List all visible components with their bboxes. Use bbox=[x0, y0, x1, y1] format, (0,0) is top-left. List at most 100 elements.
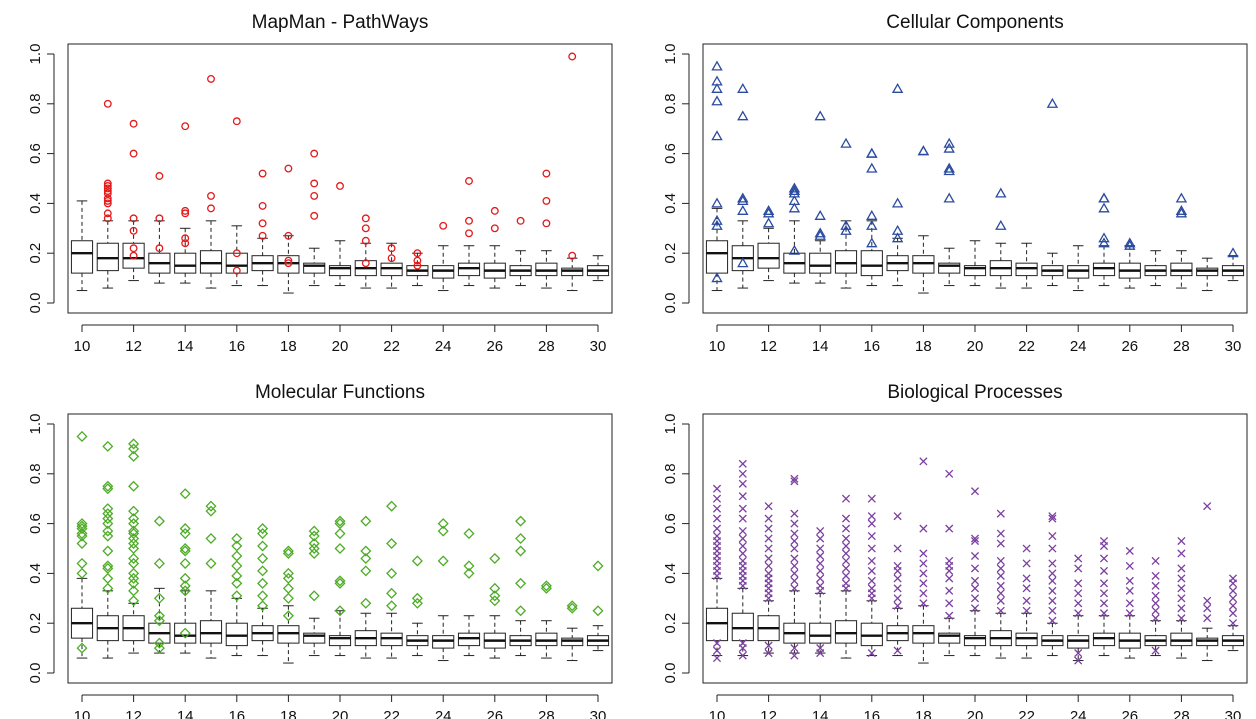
outlier-point bbox=[893, 594, 902, 603]
box-iqr bbox=[809, 252, 832, 274]
y-tick-label: 0.4 bbox=[662, 193, 679, 214]
box-iqr bbox=[705, 240, 729, 274]
outlier-point bbox=[516, 216, 525, 225]
outlier-point bbox=[1125, 599, 1134, 608]
outlier-point bbox=[712, 531, 722, 541]
outlier-point bbox=[360, 597, 372, 609]
outlier-point bbox=[1074, 656, 1083, 665]
chart-panel: Biological Processes 0.0 0.2 0.4 0.6 0.8 1.0 10… bbox=[662, 382, 1248, 719]
outlier-point bbox=[1203, 604, 1212, 613]
outlier-point bbox=[103, 179, 112, 188]
outlier-point bbox=[970, 551, 980, 561]
box-26 bbox=[1118, 237, 1141, 289]
outlier-point bbox=[205, 500, 217, 512]
outlier-point bbox=[336, 182, 344, 190]
y-tick-label: 1.0 bbox=[662, 414, 679, 435]
outlier-point bbox=[489, 590, 501, 602]
outlier-point bbox=[1099, 609, 1109, 618]
outlier-point bbox=[179, 528, 191, 540]
box-14 bbox=[174, 488, 197, 654]
outlier-point bbox=[1022, 544, 1031, 553]
outlier-point bbox=[128, 542, 140, 555]
outlier-point bbox=[129, 149, 138, 158]
outlier-point bbox=[413, 249, 422, 258]
box-28 bbox=[1170, 536, 1193, 659]
box-iqr bbox=[1170, 262, 1193, 277]
outlier-point bbox=[568, 52, 577, 61]
outlier-point bbox=[943, 162, 955, 173]
outlier-point bbox=[790, 644, 799, 653]
outlier-point bbox=[764, 534, 773, 543]
box-16 bbox=[860, 147, 883, 287]
x-tick-label: 14 bbox=[177, 338, 194, 355]
outlier-point bbox=[943, 165, 955, 176]
outlier-point bbox=[129, 119, 138, 128]
outlier-point bbox=[788, 202, 801, 213]
outlier-point bbox=[841, 549, 851, 558]
box-iqr bbox=[174, 252, 197, 274]
outlier-point bbox=[1048, 596, 1057, 605]
box-28 bbox=[535, 580, 558, 659]
outlier-point bbox=[995, 187, 1007, 198]
outlier-point bbox=[970, 594, 980, 603]
outlier-point bbox=[1203, 502, 1212, 511]
outlier-point bbox=[386, 567, 398, 579]
outlier-point bbox=[102, 530, 114, 542]
outlier-point bbox=[282, 567, 294, 579]
outlier-point bbox=[360, 552, 372, 564]
outlier-point bbox=[919, 589, 928, 598]
outlier-point bbox=[360, 515, 372, 527]
outlier-point bbox=[867, 544, 876, 553]
outlier-point bbox=[737, 110, 749, 121]
outlier-point bbox=[592, 560, 604, 572]
box-10 bbox=[705, 60, 729, 292]
outlier-point bbox=[790, 519, 799, 528]
x-tick-label: 20 bbox=[967, 708, 984, 719]
y-tick-label: 0.2 bbox=[27, 613, 44, 634]
outlier-point bbox=[257, 577, 269, 589]
x-tick-label: 10 bbox=[709, 708, 726, 719]
outlier-point bbox=[1048, 512, 1057, 521]
x-tick-label: 22 bbox=[1018, 338, 1035, 355]
outlier-point bbox=[790, 477, 799, 486]
outlier-point bbox=[1177, 549, 1186, 558]
outlier-point bbox=[282, 545, 294, 557]
outlier-point bbox=[738, 504, 747, 513]
box-20 bbox=[963, 240, 987, 287]
x-tick-label: 30 bbox=[590, 338, 607, 355]
box-iqr bbox=[303, 632, 326, 644]
outlier-point bbox=[207, 204, 215, 213]
outlier-point bbox=[816, 527, 825, 536]
outlier-point bbox=[945, 469, 954, 478]
outlier-point bbox=[790, 584, 799, 593]
outlier-point bbox=[712, 654, 722, 663]
outlier-point bbox=[282, 592, 294, 604]
plot-frame bbox=[702, 413, 1248, 684]
outlier-point bbox=[386, 587, 398, 599]
outlier-point bbox=[489, 595, 501, 607]
outlier-point bbox=[128, 557, 140, 569]
outlier-point bbox=[334, 515, 346, 527]
outlier-point bbox=[128, 513, 140, 525]
y-tick-label: 0.6 bbox=[27, 513, 44, 534]
x-tick-label: 28 bbox=[1173, 708, 1190, 719]
chart-panel: Molecular Functions 0.0 0.2 0.4 0.6 0.8 1.0 10 1… bbox=[27, 382, 613, 719]
outlier-point bbox=[1124, 239, 1136, 250]
outlier-point bbox=[179, 572, 191, 584]
outlier-point bbox=[413, 256, 422, 265]
box-iqr bbox=[122, 242, 145, 269]
y-tick-label: 0.2 bbox=[27, 243, 44, 264]
x-tick-label: 16 bbox=[228, 708, 245, 719]
box-29 bbox=[561, 52, 584, 292]
outlier-point bbox=[542, 219, 551, 228]
x-tick-label: 24 bbox=[435, 338, 452, 355]
y-tick-label: 0.0 bbox=[662, 663, 679, 684]
box-iqr bbox=[757, 242, 780, 269]
box-19 bbox=[303, 525, 326, 657]
outlier-point bbox=[712, 484, 722, 493]
outlier-point bbox=[996, 571, 1005, 580]
box-11 bbox=[96, 99, 119, 289]
outlier-point bbox=[1022, 584, 1031, 593]
x-tick-label: 22 bbox=[1018, 708, 1035, 719]
outlier-point bbox=[76, 528, 88, 540]
